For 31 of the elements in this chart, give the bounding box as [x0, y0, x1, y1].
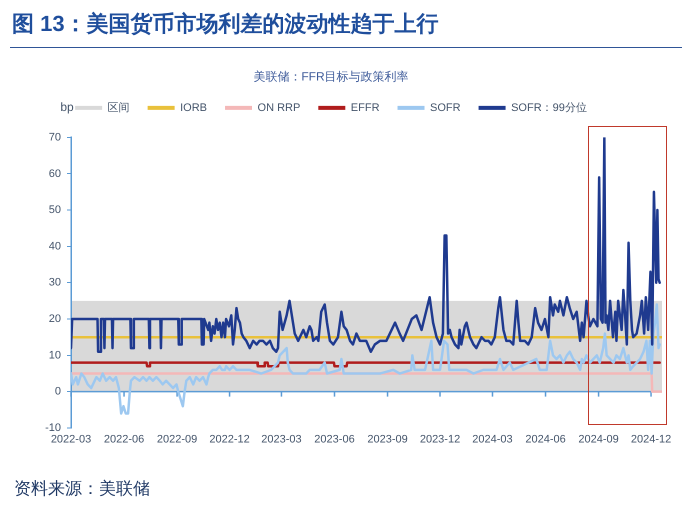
legend-label: 区间: [108, 102, 130, 114]
legend-label: EFFR: [350, 102, 380, 114]
y-tick-label: 40: [48, 240, 61, 252]
x-tick-label: 2023-09: [367, 434, 408, 446]
y-axis-title: bp: [60, 100, 74, 114]
y-tick-label: 0: [54, 386, 61, 398]
legend-label: SOFR：99分位: [511, 102, 587, 114]
y-tick-label: 60: [48, 168, 61, 180]
y-tick-label: 70: [48, 131, 61, 144]
x-tick-label: 2022-03: [50, 434, 92, 446]
y-tick-label: 10: [48, 349, 61, 362]
legend-label: IORB: [180, 102, 208, 114]
y-tick-label: 30: [48, 276, 61, 289]
x-tick-label: 2024-12: [630, 434, 672, 446]
legend-label: SOFR: [430, 102, 461, 114]
y-tick-label: 50: [48, 204, 61, 216]
x-tick-label: 2022-12: [209, 434, 250, 446]
x-tick-label: 2022-09: [156, 434, 198, 446]
x-tick-label: 2024-03: [472, 434, 513, 446]
legend-label: ON RRP: [258, 102, 300, 114]
x-tick-label: 2022-06: [104, 434, 144, 446]
chart-title: 图 13：美国货币市场利差的波动性趋于上行: [12, 11, 439, 37]
y-tick-label: 20: [48, 313, 61, 326]
x-tick-label: 2024-06: [525, 434, 566, 446]
x-tick-label: 2023-06: [314, 434, 355, 446]
y-tick-label: -10: [45, 422, 61, 434]
x-tick-label: 2023-03: [261, 434, 302, 446]
chart-subtitle: 美联储：FFR目标与政策利率: [253, 70, 409, 84]
text: 资料来源：美联储: [14, 478, 150, 500]
x-tick-label: 2024-09: [578, 434, 619, 446]
x-tick-label: 2023-12: [420, 434, 460, 446]
